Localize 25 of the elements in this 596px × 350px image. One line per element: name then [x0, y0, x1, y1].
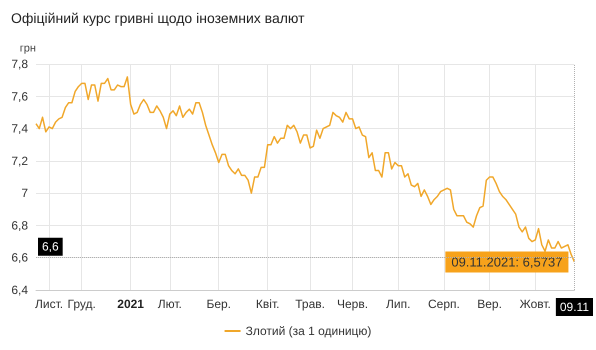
x-tick-label: 2021 — [117, 297, 144, 311]
chart-title: Офіційний курс гривні щодо іноземних валют — [11, 10, 306, 26]
x-tick-label: Бер. — [206, 297, 232, 311]
x-tick-label: Лип. — [386, 297, 410, 311]
y-tick-label: 6,6 — [11, 250, 28, 265]
y-tick-label: 7,2 — [11, 154, 28, 168]
x-tick-label: Вер. — [477, 297, 502, 311]
x-tick-label: Груд. — [68, 297, 96, 311]
y-tick-label: 6,4 — [11, 283, 28, 297]
x-tick-label: 09.11 — [560, 300, 590, 314]
x-tick-label: Трав. — [295, 297, 325, 311]
y-axis-title: грн — [20, 42, 36, 54]
y-tick-label: 7,6 — [11, 89, 28, 104]
y-tick-label: 7 — [21, 186, 28, 200]
x-tick-label: Жовт. — [520, 297, 551, 311]
x-tick-label: Лют. — [158, 297, 182, 311]
y-tick-label: 6,8 — [11, 218, 28, 232]
y-tick-label: 7,8 — [11, 57, 28, 71]
legend-label: Злотий (за 1 одиницю) — [246, 324, 372, 338]
x-tick-label: Серп. — [428, 297, 460, 311]
x-tick-label: Лист. — [35, 297, 64, 311]
x-tick-label: Черв. — [337, 297, 368, 311]
x-tick-label: Квіт. — [256, 297, 280, 311]
ref-line-label: 6,6 — [42, 240, 60, 254]
y-tick-label: 7,4 — [11, 122, 28, 136]
